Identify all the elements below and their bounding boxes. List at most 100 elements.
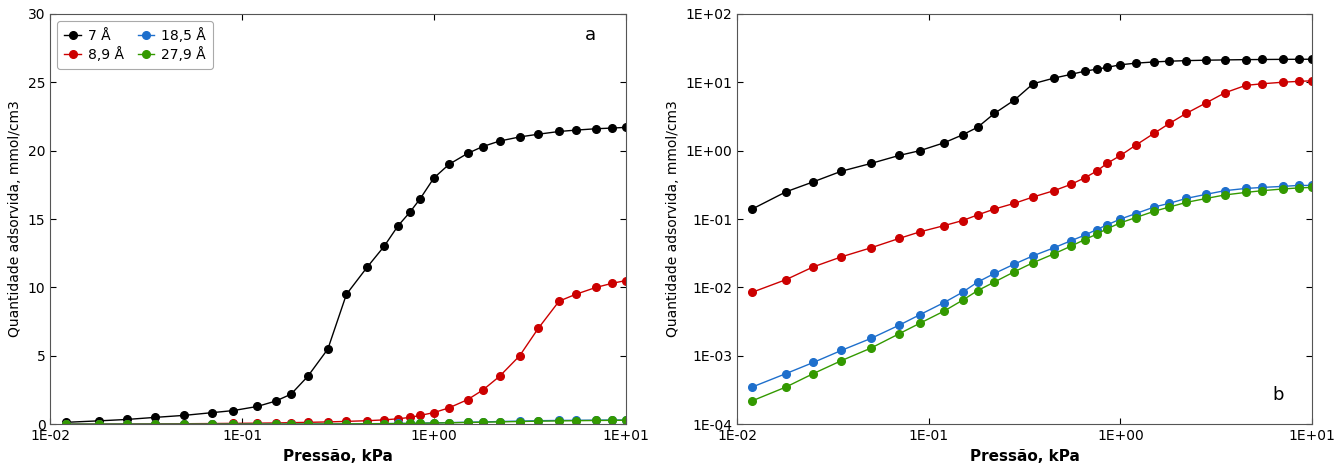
18,5 Å [863,336,879,341]
8,9 Å [1216,90,1232,96]
18,5 Å [492,419,508,424]
8,9 Å [267,420,284,426]
8,9 Å [441,405,457,411]
8,9 Å [339,419,355,424]
8,9 Å [176,421,192,427]
27,9 Å [954,297,970,303]
27,9 Å [176,421,192,427]
18,5 Å [1089,227,1105,233]
8,9 Å [1007,201,1023,206]
18,5 Å [58,421,74,427]
18,5 Å [413,420,429,426]
27,9 Å [891,331,907,337]
7 Å [413,196,429,202]
8,9 Å [58,421,74,427]
7 Å [745,206,761,212]
18,5 Å [1290,183,1306,188]
18,5 Å [617,417,633,423]
7 Å [426,175,442,181]
27,9 Å [359,421,375,427]
18,5 Å [267,421,284,427]
7 Å [249,404,265,409]
7 Å [805,179,821,185]
Legend: 7 Å, 8,9 Å, 18,5 Å, 27,9 Å: 7 Å, 8,9 Å, 18,5 Å, 27,9 Å [58,21,214,69]
X-axis label: Pressão, kPa: Pressão, kPa [969,449,1079,464]
8,9 Å [551,298,567,304]
8,9 Å [320,419,336,425]
8,9 Å [300,420,316,425]
7 Å [460,151,476,156]
7 Å [320,346,336,352]
18,5 Å [954,289,970,295]
18,5 Å [1161,201,1177,206]
7 Å [1179,58,1195,63]
8,9 Å [249,421,265,426]
27,9 Å [1238,190,1254,195]
18,5 Å [1198,192,1214,197]
18,5 Å [1179,195,1195,201]
18,5 Å [460,419,476,425]
27,9 Å [1063,244,1079,249]
27,9 Å [603,418,620,423]
8,9 Å [284,420,300,426]
8,9 Å [460,397,476,403]
27,9 Å [1304,185,1320,190]
8,9 Å [1099,160,1116,166]
27,9 Å [1099,226,1116,232]
27,9 Å [1216,192,1232,198]
8,9 Å [1063,182,1079,187]
8,9 Å [954,218,970,223]
18,5 Å [1007,261,1023,267]
27,9 Å [492,419,508,425]
8,9 Å [492,373,508,379]
7 Å [1146,59,1163,65]
18,5 Å [300,421,316,427]
27,9 Å [1254,188,1270,194]
7 Å [204,410,220,415]
18,5 Å [833,347,849,353]
27,9 Å [402,421,418,426]
27,9 Å [587,418,603,423]
27,9 Å [284,421,300,427]
Line: 27,9 Å: 27,9 Å [749,184,1316,405]
7 Å [402,210,418,215]
18,5 Å [1238,185,1254,191]
18,5 Å [1113,216,1129,222]
18,5 Å [426,420,442,426]
8,9 Å [1290,78,1306,84]
18,5 Å [1216,188,1232,194]
7 Å [1025,81,1042,86]
7 Å [284,391,300,397]
8,9 Å [778,277,794,282]
18,5 Å [320,421,336,427]
27,9 Å [118,421,134,427]
27,9 Å [778,384,794,390]
27,9 Å [226,421,242,427]
27,9 Å [833,358,849,363]
18,5 Å [441,420,457,425]
18,5 Å [1077,232,1093,238]
7 Å [376,244,392,249]
27,9 Å [617,417,633,423]
8,9 Å [512,353,528,359]
18,5 Å [913,312,929,318]
7 Å [1113,62,1129,67]
27,9 Å [426,420,442,426]
27,9 Å [413,421,429,426]
8,9 Å [226,421,242,426]
7 Å [1099,65,1116,70]
7 Å [58,420,74,425]
7 Å [176,413,192,418]
7 Å [226,408,242,413]
8,9 Å [359,418,375,423]
18,5 Å [778,371,794,377]
Text: b: b [1271,386,1284,404]
27,9 Å [745,398,761,404]
8,9 Å [587,285,603,290]
27,9 Å [1198,195,1214,201]
8,9 Å [617,278,633,284]
27,9 Å [863,345,879,351]
7 Å [339,291,355,297]
8,9 Å [833,254,849,260]
7 Å [833,169,849,174]
